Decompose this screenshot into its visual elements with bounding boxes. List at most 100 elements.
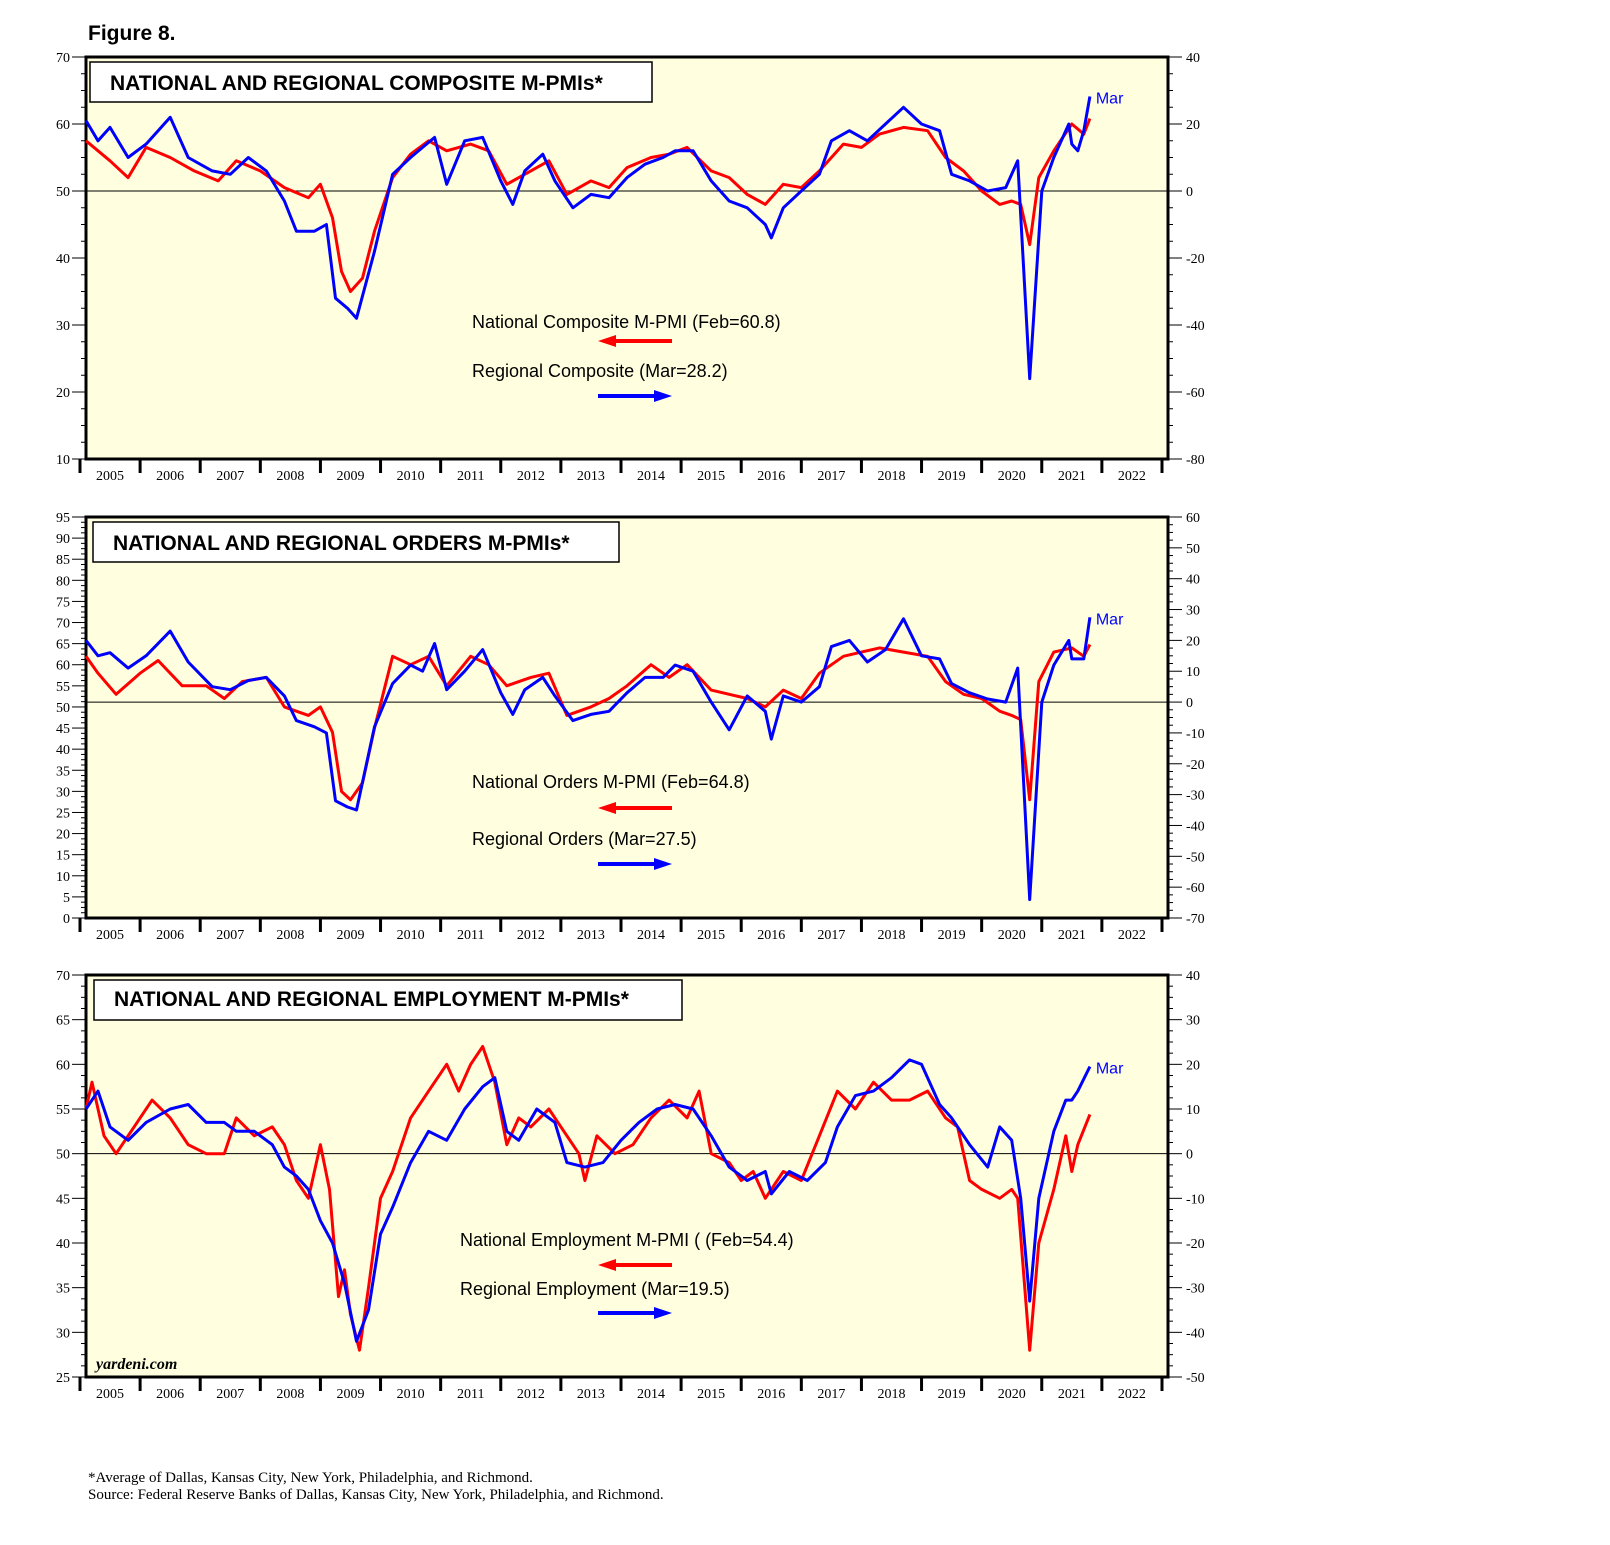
left-tick-label: 40 <box>56 743 70 758</box>
x-tick-label: 2015 <box>697 1387 725 1402</box>
x-tick-label: 2015 <box>697 469 725 484</box>
x-tick-label: 2016 <box>757 469 785 484</box>
left-tick-label: 65 <box>56 638 70 653</box>
left-tick-label: 45 <box>56 722 70 737</box>
left-tick-label: 15 <box>56 849 70 864</box>
right-tick-label: -40 <box>1186 1326 1205 1341</box>
x-tick-label: 2012 <box>517 1387 545 1402</box>
right-tick-label: -10 <box>1186 727 1205 742</box>
right-tick-label: 50 <box>1186 542 1200 557</box>
left-tick-label: 50 <box>56 701 70 716</box>
legend-national-label: National Employment M-PMI ( (Feb=54.4) <box>460 1230 794 1250</box>
legend-regional-arrow-head <box>654 1307 672 1319</box>
right-tick-label: 40 <box>1186 969 1200 984</box>
right-tick-label: 40 <box>1186 573 1200 588</box>
left-tick-label: 5 <box>63 891 70 906</box>
legend-regional-label: Regional Orders (Mar=27.5) <box>472 829 697 849</box>
x-tick-label: 2018 <box>877 1387 905 1402</box>
left-tick-label: 70 <box>56 969 70 984</box>
left-tick-label: 75 <box>56 595 70 610</box>
left-tick-label: 70 <box>56 617 70 632</box>
chart-title-box <box>92 521 620 563</box>
left-tick-label: 10 <box>56 453 70 468</box>
footnotes: *Average of Dallas, Kansas City, New Yor… <box>88 1470 664 1504</box>
right-axis: -80 -60 -40 -20 0 20 40 <box>1168 51 1205 468</box>
x-tick-label: 2006 <box>156 928 184 943</box>
right-tick-label: 0 <box>1186 696 1193 711</box>
legend-national-arrow-head <box>598 335 616 347</box>
x-tick-label: 2021 <box>1058 469 1086 484</box>
right-tick-label: 0 <box>1186 1148 1193 1163</box>
right-tick-label: 30 <box>1186 1014 1200 1029</box>
legend-regional-arrow-head <box>654 390 672 402</box>
x-tick-label: 2022 <box>1118 928 1146 943</box>
left-tick-label: 70 <box>56 51 70 66</box>
left-tick-label: 45 <box>56 1192 70 1207</box>
x-tick-label: 2011 <box>457 469 484 484</box>
legend-regional-label: Regional Employment (Mar=19.5) <box>460 1279 730 1299</box>
left-tick-label: 55 <box>56 680 70 695</box>
x-tick-label: 2011 <box>457 1387 484 1402</box>
left-tick-label: 60 <box>56 118 70 133</box>
x-tick-label: 2007 <box>216 928 244 943</box>
left-tick-label: 65 <box>56 1014 70 1029</box>
left-tick-label: 60 <box>56 1058 70 1073</box>
x-tick-label: 2009 <box>336 1387 364 1402</box>
chart-title-box <box>89 61 653 103</box>
right-tick-label: 30 <box>1186 604 1200 619</box>
right-tick-label: -20 <box>1186 252 1205 267</box>
left-tick-label: 30 <box>56 1326 70 1341</box>
x-tick-label: 2018 <box>877 928 905 943</box>
x-tick-label: 2015 <box>697 928 725 943</box>
x-tick-label: 2010 <box>397 469 425 484</box>
x-tick-label: 2016 <box>757 928 785 943</box>
legend-regional-label: Regional Composite (Mar=28.2) <box>472 361 728 381</box>
national-series-line <box>84 643 1092 802</box>
right-tick-label: -40 <box>1186 819 1205 834</box>
regional-series-line <box>84 96 1092 381</box>
x-tick-label: 2016 <box>757 1387 785 1402</box>
x-tick-label: 2019 <box>938 1387 966 1402</box>
left-tick-label: 25 <box>56 806 70 821</box>
legend-national-arrow-head <box>598 1259 616 1271</box>
x-tick-label: 2017 <box>817 469 845 484</box>
left-tick-label: 30 <box>56 785 70 800</box>
x-tick-label: 2009 <box>336 469 364 484</box>
right-tick-label: -20 <box>1186 758 1205 773</box>
x-tick-label: 2021 <box>1058 928 1086 943</box>
left-tick-label: 50 <box>56 185 70 200</box>
x-tick-label: 2007 <box>216 469 244 484</box>
x-tick-label: 2020 <box>998 1387 1026 1402</box>
chart-title: NATIONAL AND REGIONAL ORDERS M-PMIs* <box>113 532 570 555</box>
right-tick-label: 20 <box>1186 1058 1200 1073</box>
left-tick-label: 55 <box>56 1103 70 1118</box>
right-axis: -70 -60 -50 -40 -30 -20 -10 0 10 20 30 40 50 60 <box>1168 511 1205 927</box>
watermark: yardeni.com <box>94 1356 177 1373</box>
left-tick-label: 40 <box>56 252 70 267</box>
legend-regional-arrow-head <box>654 858 672 870</box>
right-tick-label: 60 <box>1186 511 1200 526</box>
chart-title: NATIONAL AND REGIONAL EMPLOYMENT M-PMIs* <box>114 988 630 1011</box>
right-tick-label: 20 <box>1186 118 1200 133</box>
x-tick-label: 2005 <box>96 1387 124 1402</box>
right-tick-label: -60 <box>1186 386 1205 401</box>
left-axis: 0 5 10 15 20 25 30 35 40 45 50 55 60 65 70 75 80 85 90 95 <box>56 511 86 927</box>
x-tick-label: 2013 <box>577 1387 605 1402</box>
x-tick-label: 2019 <box>938 928 966 943</box>
left-tick-label: 60 <box>56 659 70 674</box>
right-tick-label: 0 <box>1186 185 1193 200</box>
x-tick-label: 2012 <box>517 928 545 943</box>
left-tick-label: 20 <box>56 386 70 401</box>
chart-title: NATIONAL AND REGIONAL COMPOSITE M-PMIs* <box>110 72 604 95</box>
legend-national-label: National Composite M-PMI (Feb=60.8) <box>472 312 781 332</box>
x-tick-label: 2017 <box>817 1387 845 1402</box>
x-axis: 2005 2006 2007 2008 2009 2010 2011 2012 2013 2014… <box>78 459 1164 484</box>
footnote-average: *Average of Dallas, Kansas City, New Yor… <box>88 1470 533 1486</box>
right-tick-label: 40 <box>1186 51 1200 66</box>
legend-national-arrow-head <box>598 802 616 814</box>
left-tick-label: 30 <box>56 319 70 334</box>
x-tick-label: 2014 <box>637 928 665 943</box>
left-axis: 10 20 30 40 50 60 70 <box>56 51 86 468</box>
left-tick-label: 50 <box>56 1148 70 1163</box>
